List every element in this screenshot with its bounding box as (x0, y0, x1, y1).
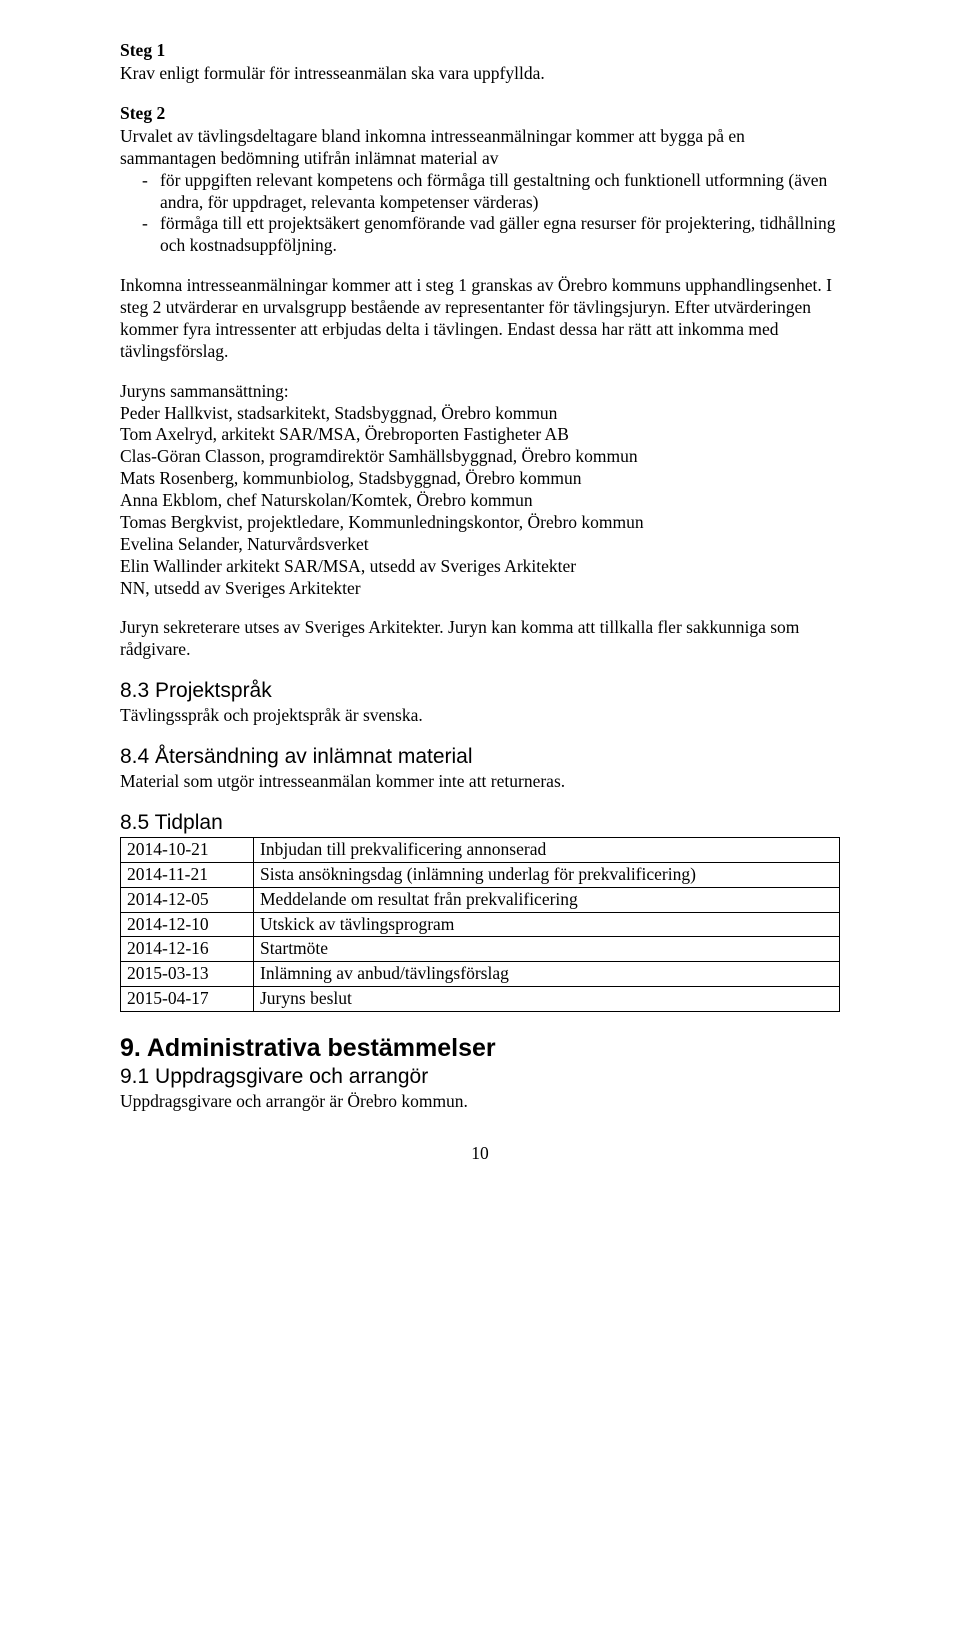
jury-member: Clas-Göran Classon, programdirektör Samh… (120, 446, 840, 468)
table-row: 2015-04-17 Juryns beslut (121, 987, 840, 1012)
tidplan-table: 2014-10-21 Inbjudan till prekvalificerin… (120, 837, 840, 1012)
text-8-3: Tävlingsspråk och projektspråk är svensk… (120, 705, 840, 727)
inkomna-paragraph: Inkomna intresseanmälningar kommer att i… (120, 275, 840, 363)
heading-9: 9. Administrativa bestämmelser (120, 1034, 840, 1063)
table-row: 2014-12-16 Startmöte (121, 937, 840, 962)
table-cell-desc: Inlämning av anbud/tävlingsförslag (254, 962, 840, 987)
table-row: 2014-10-21 Inbjudan till prekvalificerin… (121, 837, 840, 862)
steg2-intro: Urvalet av tävlingsdeltagare bland inkom… (120, 126, 840, 170)
table-cell-date: 2014-12-05 (121, 887, 254, 912)
heading-8-4: 8.4 Återsändning av inlämnat material (120, 745, 840, 769)
table-row: 2014-12-05 Meddelande om resultat från p… (121, 887, 840, 912)
table-row: 2015-03-13 Inlämning av anbud/tävlingsfö… (121, 962, 840, 987)
table-row: 2014-12-10 Utskick av tävlingsprogram (121, 912, 840, 937)
jury-member: Peder Hallkvist, stadsarkitekt, Stadsbyg… (120, 403, 840, 425)
sekreterare-paragraph: Juryn sekreterare utses av Sveriges Arki… (120, 617, 840, 661)
table-cell-date: 2015-04-17 (121, 987, 254, 1012)
table-cell-desc: Meddelande om resultat från prekvalifice… (254, 887, 840, 912)
heading-8-3: 8.3 Projektspråk (120, 679, 840, 703)
table-cell-date: 2014-12-10 (121, 912, 254, 937)
text-9-1: Uppdragsgivare och arrangör är Örebro ko… (120, 1091, 840, 1113)
table-cell-desc: Startmöte (254, 937, 840, 962)
text-8-4: Material som utgör intresseanmälan komme… (120, 771, 840, 793)
jury-member: Anna Ekblom, chef Naturskolan/Komtek, Ör… (120, 490, 840, 512)
table-cell-desc: Sista ansökningsdag (inlämning underlag … (254, 862, 840, 887)
jury-member: Evelina Selander, Naturvårdsverket (120, 534, 840, 556)
jury-member: NN, utsedd av Sveriges Arkitekter (120, 578, 840, 600)
jury-member: Mats Rosenberg, kommunbiolog, Stadsbyggn… (120, 468, 840, 490)
table-row: 2014-11-21 Sista ansökningsdag (inlämnin… (121, 862, 840, 887)
document-page: Steg 1 Krav enligt formulär för intresse… (0, 0, 960, 1221)
table-cell-date: 2014-10-21 (121, 837, 254, 862)
steg2-title: Steg 2 (120, 103, 840, 124)
table-cell-desc: Inbjudan till prekvalificering annonsera… (254, 837, 840, 862)
table-cell-date: 2015-03-13 (121, 962, 254, 987)
table-cell-desc: Utskick av tävlingsprogram (254, 912, 840, 937)
table-cell-desc: Juryns beslut (254, 987, 840, 1012)
page-number: 10 (120, 1143, 840, 1164)
jury-heading: Juryns sammansättning: (120, 381, 840, 403)
steg1-title: Steg 1 (120, 40, 840, 61)
heading-9-1: 9.1 Uppdragsgivare och arrangör (120, 1065, 840, 1089)
table-cell-date: 2014-12-16 (121, 937, 254, 962)
jury-member: Elin Wallinder arkitekt SAR/MSA, utsedd … (120, 556, 840, 578)
jury-member: Tomas Bergkvist, projektledare, Kommunle… (120, 512, 840, 534)
list-item: för uppgiften relevant kompetens och för… (120, 170, 840, 214)
jury-member: Tom Axelryd, arkitekt SAR/MSA, Örebropor… (120, 424, 840, 446)
table-cell-date: 2014-11-21 (121, 862, 254, 887)
list-item: förmåga till ett projektsäkert genomföra… (120, 213, 840, 257)
steg1-text: Krav enligt formulär för intresseanmälan… (120, 63, 840, 85)
heading-8-5: 8.5 Tidplan (120, 811, 840, 835)
steg2-bullets: för uppgiften relevant kompetens och för… (120, 170, 840, 258)
